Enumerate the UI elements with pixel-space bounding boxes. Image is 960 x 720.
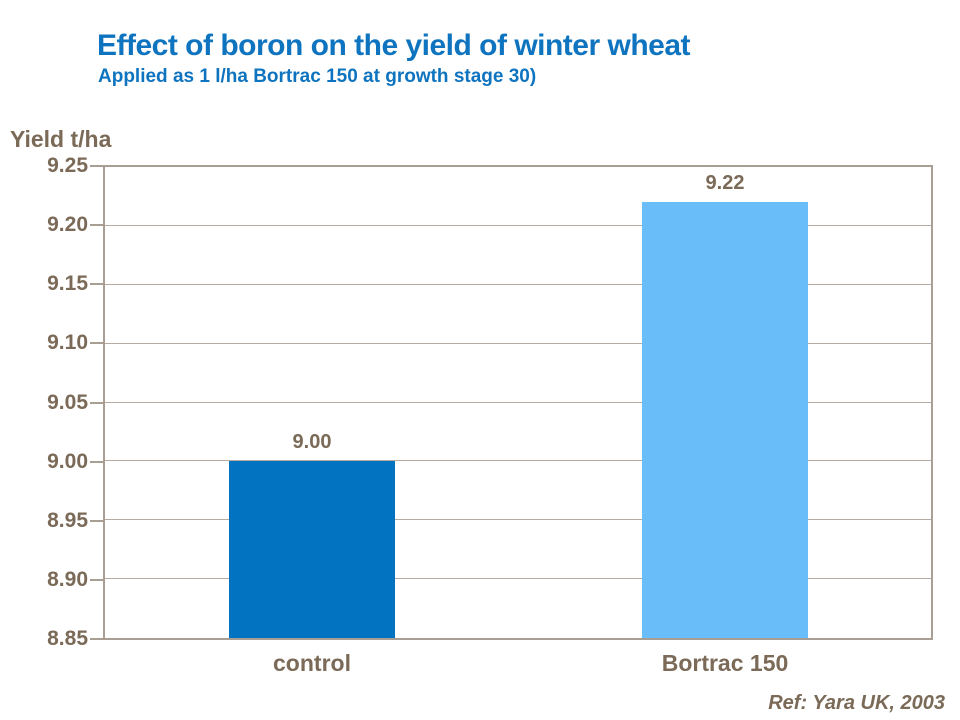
y-tick-mark — [90, 461, 104, 463]
gridline — [105, 284, 931, 285]
y-tick-label: 8.95 — [47, 509, 88, 532]
y-tick-mark — [90, 224, 104, 226]
bar-value-label: 9.22 — [705, 172, 745, 194]
gridline — [105, 460, 931, 461]
y-axis-label: Yield t/ha — [10, 126, 112, 152]
y-tick-mark — [90, 638, 104, 640]
y-tick-label: 9.25 — [47, 154, 88, 177]
y-tick-label: 8.90 — [47, 568, 88, 591]
y-tick-label: 9.05 — [47, 391, 88, 414]
gridline — [105, 402, 931, 403]
plot-area — [103, 165, 933, 640]
y-tick-mark — [90, 342, 104, 344]
y-tick-label: 9.00 — [47, 450, 88, 473]
y-tick-label: 9.10 — [47, 331, 88, 354]
y-tick-mark — [90, 579, 104, 581]
y-tick-mark — [90, 165, 104, 167]
category-label-bortrac-150: Bortrac 150 — [661, 650, 789, 676]
gridline — [105, 343, 931, 344]
category-label-control: control — [273, 650, 351, 676]
y-tick-label: 8.85 — [47, 627, 88, 650]
y-tick-mark — [90, 402, 104, 404]
bar-bortrac-150 — [642, 202, 808, 638]
gridline — [105, 225, 931, 226]
chart-subtitle: Applied as 1 l/ha Bortrac 150 at growth … — [98, 66, 537, 87]
gridline — [105, 519, 931, 520]
bar-control — [229, 461, 395, 638]
bar-value-label: 9.00 — [292, 431, 332, 453]
y-tick-label: 9.15 — [47, 272, 88, 295]
y-tick-mark — [90, 283, 104, 285]
y-tick-label: 9.20 — [47, 213, 88, 236]
reference-text: Ref: Yara UK, 2003 — [768, 692, 945, 714]
chart-title: Effect of boron on the yield of winter w… — [97, 29, 691, 62]
gridline — [105, 578, 931, 579]
y-tick-mark — [90, 520, 104, 522]
